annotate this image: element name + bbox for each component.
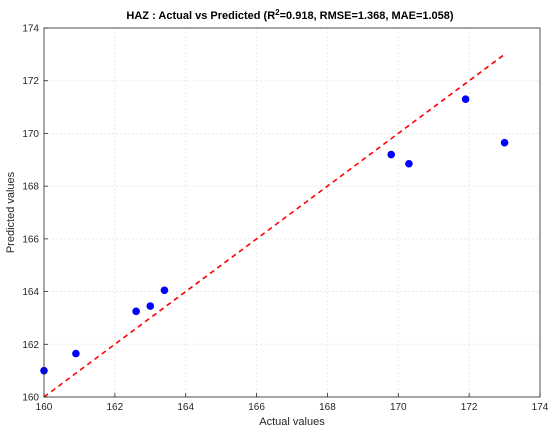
y-tick-label: 164 <box>22 287 39 298</box>
x-tick-label: 160 <box>36 402 53 413</box>
chart-title-superscript: 2 <box>275 8 280 17</box>
y-tick-label: 170 <box>22 129 39 140</box>
chart-title-suffix: =0.918, RMSE=1.368, MAE=1.058) <box>280 10 454 22</box>
x-tick-label: 166 <box>248 402 265 413</box>
y-tick-label: 166 <box>22 234 39 245</box>
plot-area-frame <box>43 27 541 398</box>
y-tick-label: 162 <box>22 340 39 351</box>
y-tick-label: 172 <box>22 76 39 87</box>
data-point <box>500 138 509 147</box>
chart-title-prefix: HAZ : Actual vs Predicted (R <box>126 10 275 22</box>
x-tick-label: 168 <box>319 402 336 413</box>
data-point <box>160 286 169 295</box>
x-tick-label: 164 <box>177 402 194 413</box>
x-tick-label: 174 <box>532 402 549 413</box>
data-point <box>405 159 413 168</box>
y-tick-label: 174 <box>22 24 39 35</box>
data-point <box>461 95 470 103</box>
chart-title: HAZ : Actual vs Predicted (R2=0.918, RMS… <box>126 8 453 22</box>
data-point <box>72 349 80 358</box>
data-point <box>146 302 155 310</box>
reference-line <box>43 53 506 398</box>
reference-line-layer <box>43 53 506 398</box>
y-tick-label: 160 <box>22 393 39 404</box>
data-points <box>40 95 509 375</box>
y-axis-label: Predicted values <box>5 171 17 253</box>
data-point <box>132 307 140 316</box>
x-tick-label: 170 <box>390 402 407 413</box>
y-tick-label: 168 <box>22 182 39 193</box>
axis-ticks: 160 162 164 166 168 170 172 174 160 162 164 166 168 1… <box>22 24 548 414</box>
x-axis-label: Actual values <box>259 416 325 428</box>
x-tick-label: 162 <box>107 402 124 413</box>
data-point <box>387 150 396 159</box>
x-tick-label: 172 <box>461 402 478 413</box>
